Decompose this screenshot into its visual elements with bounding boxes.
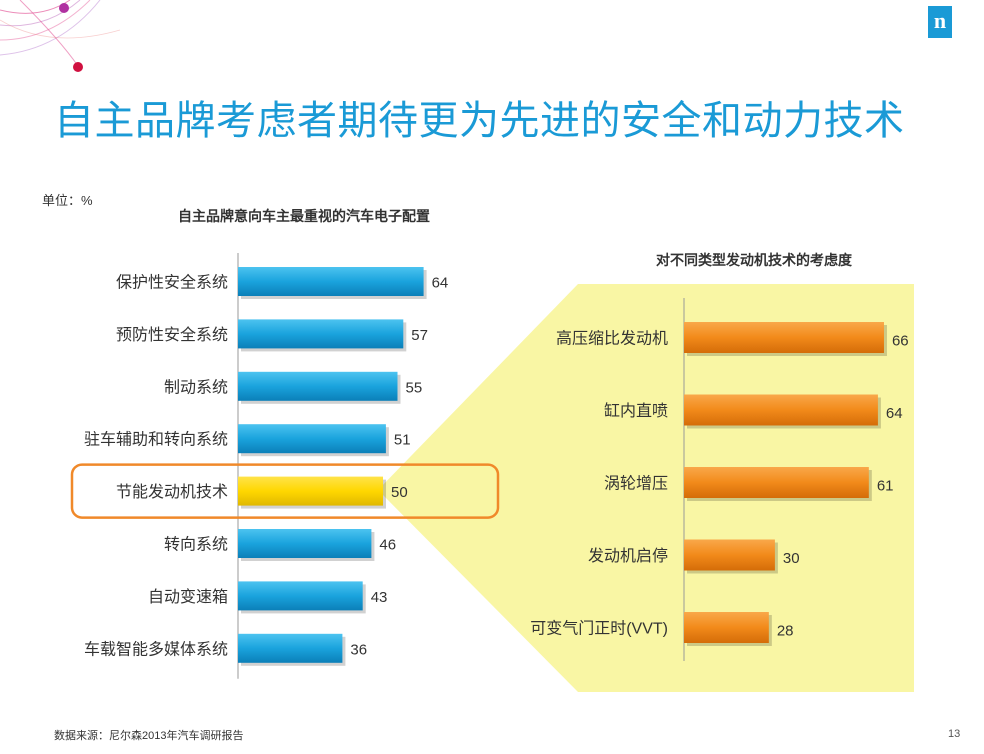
value-label: 51 — [394, 432, 411, 449]
page-title: 自主品牌考虑者期待更为先进的安全和动力技术 — [54, 99, 905, 143]
category-label: 预防性安全系统 — [116, 326, 228, 344]
value-label: 57 — [411, 327, 428, 344]
value-label: 46 — [379, 537, 396, 554]
bar — [238, 529, 372, 558]
highlighted-bar — [238, 476, 383, 506]
bar — [684, 322, 884, 353]
value-label: 64 — [886, 405, 903, 422]
category-label: 制动系统 — [164, 378, 228, 396]
bar — [238, 633, 343, 663]
value-label: 28 — [777, 623, 794, 640]
value-label: 30 — [783, 550, 800, 567]
category-label: 节能发动机技术 — [116, 483, 228, 501]
category-label: 发动机启停 — [588, 547, 668, 565]
bar — [238, 424, 386, 454]
category-label: 涡轮增压 — [604, 475, 668, 493]
category-label: 高压缩比发动机 — [556, 330, 668, 348]
category-label: 自动变速箱 — [148, 588, 228, 606]
category-label: 保护性安全系统 — [116, 274, 228, 292]
category-label: 可变气门正时(VVT) — [530, 620, 668, 638]
bar — [684, 612, 769, 643]
right-chart-title: 对不同类型发动机技术的考虑度 — [656, 252, 852, 268]
bar — [238, 267, 424, 296]
value-label: 55 — [406, 379, 423, 396]
bar — [684, 539, 775, 571]
category-label: 转向系统 — [164, 536, 228, 554]
bar — [238, 581, 363, 611]
callout-shape — [378, 284, 914, 692]
category-label: 驻车辅助和转向系统 — [84, 431, 228, 449]
bar — [684, 394, 878, 426]
value-label: 43 — [371, 589, 388, 606]
value-label: 61 — [877, 478, 894, 495]
bar — [238, 371, 398, 401]
category-label: 缸内直喷 — [604, 401, 668, 420]
page-number: 13 — [948, 728, 961, 740]
unit-label: 单位：% — [42, 193, 93, 208]
highlight-box — [70, 463, 500, 519]
value-label: 64 — [432, 275, 449, 292]
nielsen-logo: n — [928, 6, 952, 38]
decorative-swirl — [0, 0, 121, 72]
bar — [238, 319, 404, 349]
bar — [684, 467, 869, 498]
data-source-note: 数据来源：尼尔森2013年汽车调研报告 — [54, 730, 244, 742]
category-label: 车载智能多媒体系统 — [84, 640, 228, 658]
value-label: 66 — [892, 333, 909, 350]
value-label: 36 — [350, 641, 367, 658]
left-chart-title: 自主品牌意向车主最重视的汽车电子配置 — [178, 208, 430, 224]
value-label: 50 — [391, 484, 408, 501]
